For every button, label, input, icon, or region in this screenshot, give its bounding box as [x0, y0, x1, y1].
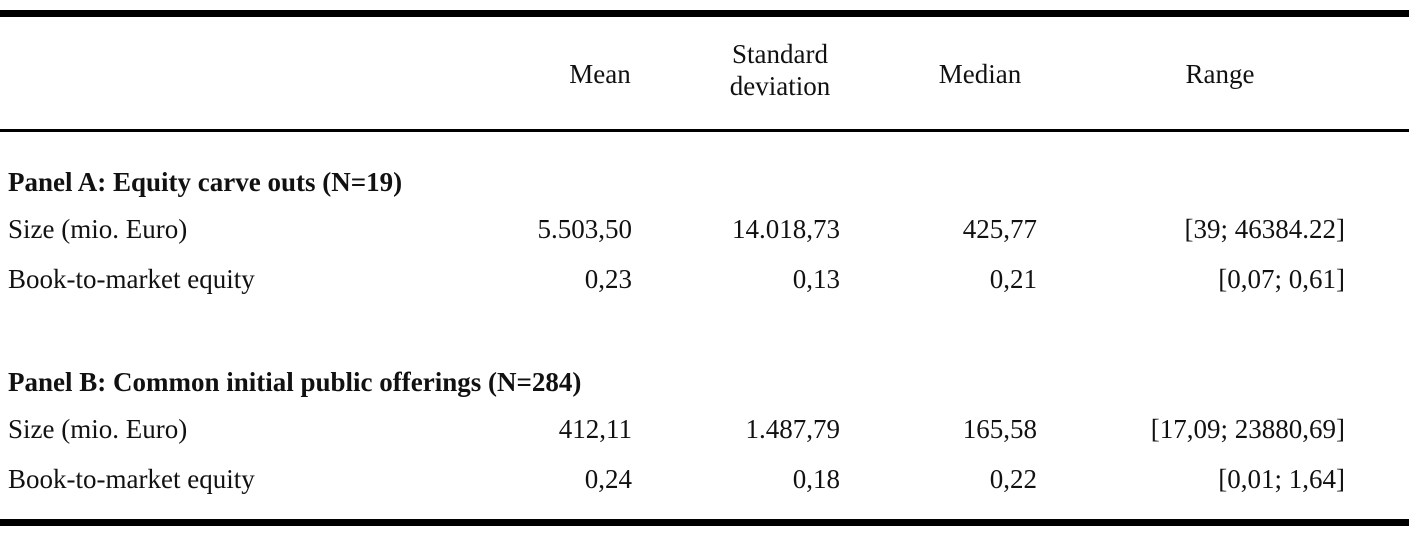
header-rule [0, 129, 1409, 132]
median-value: 425,77 [962, 214, 1037, 244]
table-row: Book-to-market equity 0,24 0,18 0,22 [0,… [0, 462, 1409, 496]
top-rule [0, 10, 1409, 17]
column-header-median: Median [938, 59, 1022, 89]
median-value: 165,58 [962, 414, 1037, 444]
sd-value: 0,13 [792, 264, 840, 294]
range-value: [39; 46384.22] [1184, 214, 1345, 244]
median-value: 0,21 [989, 264, 1037, 294]
range-value: [0,01; 1,64] [1218, 464, 1345, 494]
range-value: [17,09; 23880,69] [1150, 414, 1345, 444]
panel-title: Panel B: Common initial public offerings… [8, 367, 582, 397]
row-label: Size (mio. Euro) [8, 414, 188, 444]
row-label: Book-to-market equity [8, 264, 255, 294]
column-header-standard-deviation: Standard deviation [700, 38, 860, 102]
table-row: Size (mio. Euro) 412,11 1.487,79 165,58 … [0, 412, 1409, 446]
column-header-mean: Mean [569, 59, 631, 89]
mean-value: 412,11 [558, 414, 632, 444]
sd-value: 14.018,73 [732, 214, 840, 244]
bottom-rule [0, 519, 1409, 526]
column-header-range: Range [1185, 59, 1255, 89]
column-header-sd-line2: deviation [729, 71, 831, 101]
mean-value: 5.503,50 [537, 214, 633, 244]
mean-value: 0,23 [584, 264, 632, 294]
row-label: Size (mio. Euro) [8, 214, 188, 244]
table-row: Size (mio. Euro) 5.503,50 14.018,73 425,… [0, 212, 1409, 246]
median-value: 0,22 [989, 464, 1037, 494]
panel-title: Panel A: Equity carve outs (N=19) [8, 167, 403, 197]
column-header-sd-line1: Standard [732, 39, 828, 69]
sd-value: 1.487,79 [745, 414, 841, 444]
range-value: [0,07; 0,61] [1218, 264, 1345, 294]
sd-value: 0,18 [792, 464, 840, 494]
row-label: Book-to-market equity [8, 464, 255, 494]
mean-value: 0,24 [584, 464, 632, 494]
table-row: Book-to-market equity 0,23 0,13 0,21 [0,… [0, 262, 1409, 296]
